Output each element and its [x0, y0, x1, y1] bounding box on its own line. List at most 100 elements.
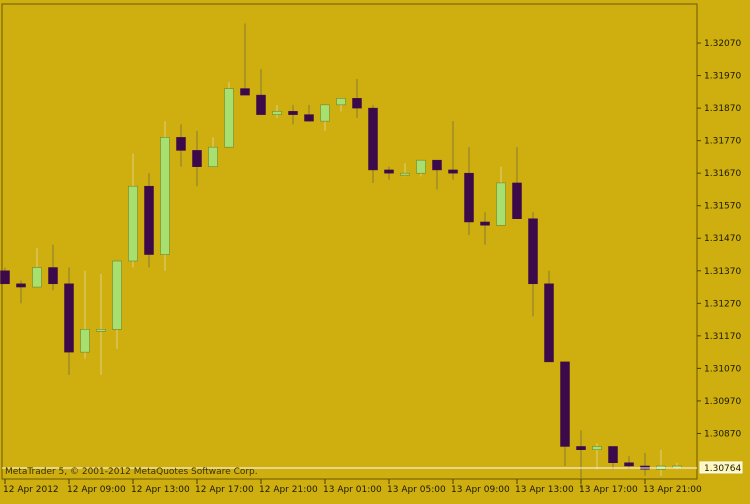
candle[interactable]	[160, 121, 170, 271]
candle[interactable]	[384, 166, 394, 180]
time-tick-label: 12 Apr 13:00	[131, 485, 190, 495]
candle[interactable]	[448, 121, 458, 180]
plot-frame	[1, 3, 698, 480]
candle[interactable]	[0, 267, 10, 285]
time-axis[interactable]: 12 Apr 2012 12 Apr 09:00 12 Apr 13:00 12 Ap…	[3, 479, 702, 495]
candle-body-bear	[608, 446, 618, 463]
candle-body-bull	[128, 185, 138, 262]
price-tick-label: 1.31770	[704, 137, 741, 147]
candle-body-bull	[272, 111, 282, 115]
candle[interactable]	[208, 137, 218, 167]
candle[interactable]	[128, 153, 138, 268]
price-tick-label: 1.31070	[704, 364, 741, 374]
candle[interactable]	[352, 78, 362, 118]
candle-body-bear	[384, 169, 394, 174]
candle[interactable]	[112, 260, 122, 349]
candle[interactable]	[224, 82, 234, 148]
price-tick-label: 1.30870	[704, 429, 741, 439]
candle-body-bear	[240, 88, 250, 96]
time-tick-label: 12 Apr 17:00	[195, 485, 254, 495]
current-price-label: 1.30764	[704, 464, 741, 474]
candle[interactable]	[48, 244, 58, 291]
time-tick-label: 13 Apr 09:00	[451, 485, 510, 495]
candle-body-bull	[112, 260, 122, 330]
price-axis[interactable]: 1.32070 1.31970 1.31870 1.31770 1.31670 1.315…	[697, 39, 741, 439]
candle[interactable]	[336, 98, 346, 112]
candle-body-bear	[0, 270, 10, 285]
candle-body-bear	[176, 137, 186, 151]
time-tick-label: 12 Apr 21:00	[259, 485, 318, 495]
time-tick-label: 12 Apr 09:00	[67, 485, 126, 495]
price-tick-label: 1.31270	[704, 299, 741, 309]
copyright-text: MetaTrader 5, © 2001-2012 MetaQuotes Sof…	[5, 467, 258, 477]
time-tick-label: 13 Apr 21:00	[643, 485, 702, 495]
candle[interactable]	[32, 248, 42, 288]
candle[interactable]	[400, 163, 410, 177]
candle[interactable]	[176, 124, 186, 167]
current-price-tag: 1.30764	[699, 461, 743, 474]
candle[interactable]	[272, 104, 282, 118]
candle-body-bear	[464, 172, 474, 223]
candle-body-bear	[192, 150, 202, 167]
candle[interactable]	[64, 267, 74, 375]
candle[interactable]	[368, 104, 378, 183]
candle[interactable]	[512, 147, 522, 219]
price-tick-label: 1.31670	[704, 169, 741, 179]
candle[interactable]	[560, 361, 570, 466]
candle[interactable]	[608, 446, 618, 470]
candle[interactable]	[320, 104, 330, 131]
candle[interactable]	[592, 443, 602, 470]
candle-body-bear	[544, 283, 554, 363]
candle-body-bear	[144, 185, 154, 255]
candle-body-bull	[592, 446, 602, 450]
candle[interactable]	[480, 212, 490, 245]
candle[interactable]	[96, 274, 106, 375]
candle-body-bear	[528, 218, 538, 285]
candle-body-bear	[368, 107, 378, 171]
candle[interactable]	[288, 104, 298, 125]
candle-body-bear	[304, 114, 314, 122]
candle-body-bull	[320, 104, 330, 122]
price-tick-label: 1.31870	[704, 104, 741, 114]
candle[interactable]	[240, 23, 250, 96]
candle-body-bull	[208, 146, 218, 167]
candle-body-bear	[576, 446, 586, 450]
price-tick-label: 1.31470	[704, 234, 741, 244]
candles-layer	[0, 23, 682, 489]
candle[interactable]	[624, 456, 634, 470]
candle-body-bear	[512, 182, 522, 219]
candle-body-bull	[224, 88, 234, 148]
price-tick-label: 1.31570	[704, 202, 741, 212]
candle[interactable]	[496, 166, 506, 226]
candle-body-bull	[160, 137, 170, 255]
candle-body-bear	[448, 169, 458, 174]
candle[interactable]	[544, 270, 554, 363]
candle-body-bull	[496, 182, 506, 226]
price-tick-label: 1.32070	[704, 39, 741, 49]
price-tick-label: 1.31170	[704, 332, 741, 342]
candle[interactable]	[256, 69, 266, 115]
time-tick-label: 13 Apr 01:00	[323, 485, 382, 495]
candle[interactable]	[416, 159, 426, 177]
candle[interactable]	[144, 173, 154, 268]
candle-body-bear	[480, 221, 490, 226]
candle[interactable]	[432, 159, 442, 190]
time-tick-label: 12 Apr 2012	[3, 485, 59, 495]
candle-body-bear	[624, 462, 634, 467]
candle-body-bear	[288, 111, 298, 115]
price-tick-label: 1.31970	[704, 72, 741, 82]
candle-body-bull	[416, 159, 426, 174]
candle-body-bear	[432, 159, 442, 171]
candle[interactable]	[304, 104, 314, 122]
candle-body-bear	[560, 361, 570, 447]
candle[interactable]	[464, 147, 474, 235]
candle[interactable]	[528, 212, 538, 317]
candle[interactable]	[80, 270, 90, 359]
candle[interactable]	[16, 280, 26, 304]
candle-body-bull	[336, 98, 346, 106]
price-tick-label: 1.31370	[704, 267, 741, 277]
candle[interactable]	[192, 130, 202, 187]
